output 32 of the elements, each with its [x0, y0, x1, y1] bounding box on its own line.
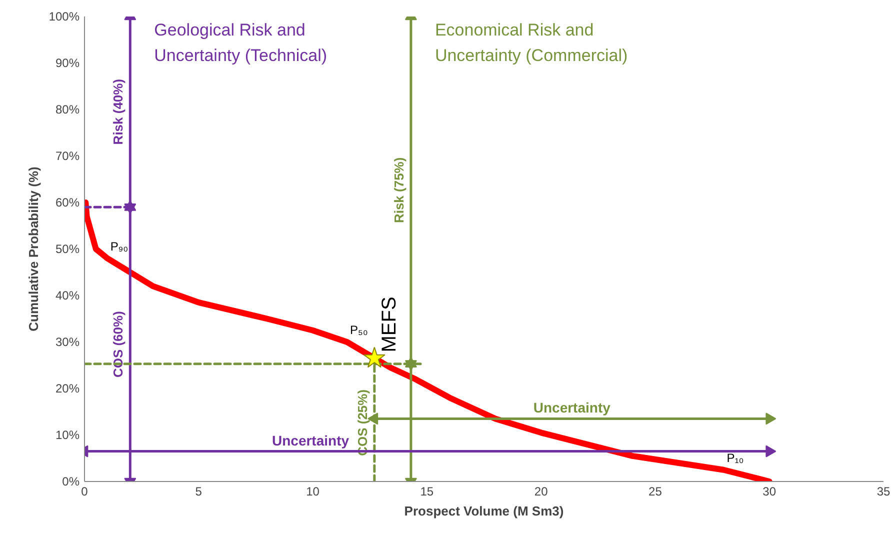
x-axis-title: Prospect Volume (M Sm3)	[404, 504, 564, 518]
x-tick-label: 30	[762, 484, 776, 498]
annotation: Economical Risk and Uncertainty (Commercial)	[434, 20, 628, 66]
y-axis-title: Cumulative Probability (%)	[26, 166, 41, 332]
y-tick-label: 20%	[55, 382, 80, 396]
y-tick-label: 30%	[55, 335, 80, 349]
series-label: Uncertainty	[272, 432, 350, 448]
annotation: P₁₀	[726, 450, 744, 465]
y-tick-label: 10%	[55, 428, 80, 442]
y-tick-label: 50%	[55, 242, 80, 256]
y-tick-label: 60%	[55, 196, 80, 210]
y-tick-label: 0%	[62, 474, 80, 488]
y-tick-label: 40%	[55, 288, 80, 302]
x-tick-label: 10	[306, 484, 320, 498]
annotation: Geological Risk and Uncertainty (Technical)	[154, 20, 328, 66]
text: Risk (75%)	[391, 157, 406, 224]
y-tick-label: 90%	[55, 56, 80, 70]
y-tick-label: 100%	[48, 10, 80, 24]
text: COS (60%)	[110, 311, 126, 378]
x-tick-label: 25	[648, 484, 662, 498]
y-tick-label: 80%	[55, 102, 80, 116]
annotation: P₅₀	[350, 323, 368, 337]
x-tick-label: 15	[420, 484, 434, 498]
text: MEFS	[378, 296, 400, 352]
x-tick-label: 5	[195, 484, 202, 498]
annotation: P₉₀	[110, 239, 128, 254]
series-label: Uncertainty	[533, 400, 611, 416]
y-tick-label: 70%	[55, 149, 80, 163]
x-tick-label: 20	[534, 484, 548, 498]
text: Risk (40%)	[110, 78, 126, 145]
x-tick-label: 0	[81, 484, 88, 498]
x-tick-label: 35	[876, 484, 890, 498]
